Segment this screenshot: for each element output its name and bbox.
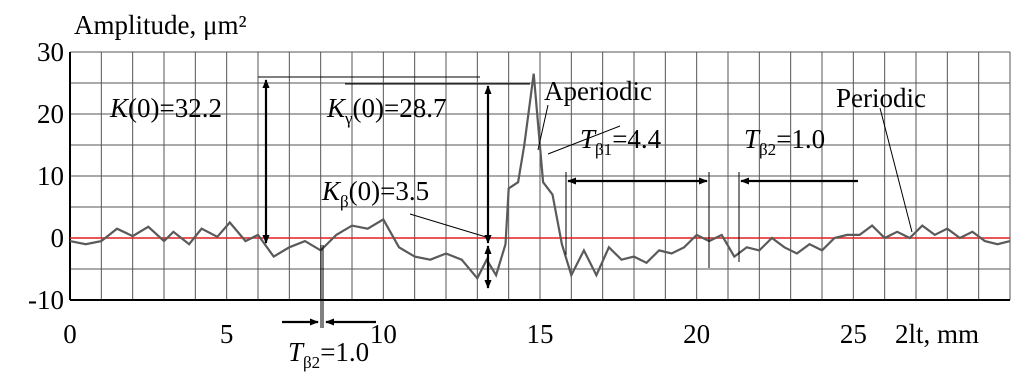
x-tick-labels: 0 5 10 15 20 25: [63, 319, 867, 349]
kgamma-label: Kγ(0)=28.7: [326, 93, 447, 128]
tb1-label: Tβ1=4.4: [580, 124, 662, 159]
x-tick-label: 5: [220, 319, 234, 349]
y-axis-title: Amplitude, μm²: [74, 10, 247, 40]
x-tick-label: 10: [370, 319, 397, 349]
y-tick-label: 10: [37, 161, 64, 191]
x-tick-label: 25: [840, 319, 867, 349]
aperiodic-label: Aperiodic: [544, 76, 652, 106]
grid: [69, 51, 1011, 301]
series-line: [69, 73, 1011, 281]
periodic-label: Periodic: [836, 83, 926, 113]
annotation-guides: [258, 76, 913, 328]
aperiodic-leader-2: [547, 125, 621, 155]
periodic-leader: [879, 107, 913, 233]
x-tick-label: 20: [683, 319, 710, 349]
y-tick-label: 30: [37, 37, 64, 67]
x-tick-label: 15: [527, 319, 554, 349]
y-tick-label: -10: [28, 285, 64, 315]
x-axis-title: 2lt, mm: [895, 319, 979, 349]
k0-label: K(0)=32.2: [109, 93, 222, 123]
y-tick-label: 0: [51, 223, 65, 253]
tb2-top-label: Tβ2=1.0: [744, 124, 825, 159]
y-tick-labels: 30 20 10 0 -10: [28, 37, 64, 315]
aperiodic-leader: [537, 104, 549, 151]
x-tick-label: 0: [63, 319, 77, 349]
kbeta-label: Kβ(0)=3.5: [321, 176, 429, 211]
kbeta-leader: [409, 213, 487, 238]
axes: [69, 52, 1010, 301]
y-tick-label: 20: [37, 99, 64, 129]
tb2-bottom-label: Tβ2=1.0: [288, 337, 369, 372]
